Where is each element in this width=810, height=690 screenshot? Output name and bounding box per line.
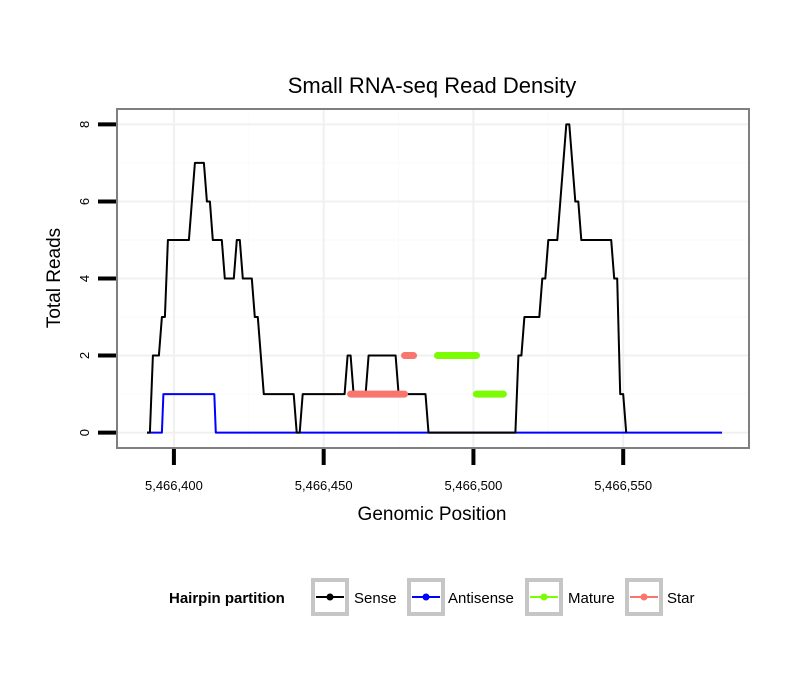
y-axis-label: Total Reads	[44, 228, 65, 328]
series-layer	[147, 123, 722, 434]
legend-label-star: Star	[667, 590, 695, 607]
x-tick-label: 5,466,500	[445, 478, 503, 493]
chart-title: Small RNA-seq Read Density	[288, 73, 577, 98]
legend-title: Hairpin partition	[169, 590, 285, 607]
series-line-sense	[147, 123, 628, 434]
y-tick-label: 2	[77, 352, 92, 359]
x-axis: 5,466,400 5,466,450 5,466,500 5,466,550	[145, 449, 652, 493]
y-tick-label: 4	[77, 275, 92, 282]
series-line-antisense	[147, 393, 722, 434]
y-tick-label: 6	[77, 198, 92, 205]
x-tick-label: 5,466,450	[295, 478, 353, 493]
y-tick-label: 8	[77, 121, 92, 128]
y-tick-label: 0	[77, 429, 92, 436]
legend-key-dot-sense	[326, 593, 334, 601]
legend-label-mature: Mature	[568, 590, 615, 607]
legend: Hairpin partition Sense Antisense Mature St…	[169, 578, 695, 616]
legend-key-dot-star	[640, 593, 648, 601]
x-tick-label: 5,466,400	[145, 478, 203, 493]
legend-key-dot-antisense	[422, 593, 430, 601]
plot-panel-border	[116, 108, 750, 449]
x-axis-label: Genomic Position	[358, 504, 507, 525]
x-tick-label: 5,466,550	[594, 478, 652, 493]
y-axis: 0 2 4 6 8	[77, 121, 116, 436]
legend-key-dot-mature	[540, 593, 548, 601]
legend-label-sense: Sense	[354, 590, 397, 607]
legend-label-antisense: Antisense	[448, 590, 514, 607]
grid	[117, 109, 749, 448]
